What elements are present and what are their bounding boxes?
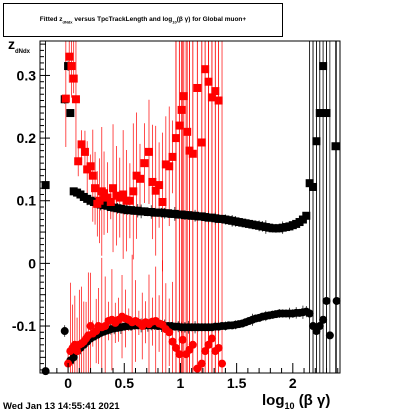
marker-square-2-46 — [204, 77, 213, 86]
marker-circle-3-37 — [175, 350, 184, 359]
marker-circle-1-77 — [319, 315, 328, 324]
x-tick-label: 1 — [177, 375, 185, 391]
chart-title: Fitted zdNdx versus TpcTrackLength and l… — [39, 15, 247, 25]
marker-square-2-16 — [103, 193, 112, 202]
axis-ticks: 0 0.5 1 1.5 2 -0.1 0 0.1 0.2 0.3 — [12, 43, 339, 391]
marker-circle-1-79 — [325, 331, 334, 340]
marker-square-2-47 — [207, 93, 216, 102]
marker-square-2-24 — [129, 187, 138, 196]
marker-square-2-43 — [193, 83, 202, 92]
title-box: Fitted zdNdx versus TpcTrackLength and l… — [3, 3, 283, 37]
marker-circle-3-43 — [197, 359, 206, 368]
marker-circle-3-34 — [165, 328, 174, 337]
marker-circle-1-78 — [322, 296, 331, 305]
marker-circle-3-38 — [178, 335, 187, 344]
marker-circle-3-45 — [204, 340, 213, 349]
y-tick-label: 0.1 — [17, 193, 37, 209]
marker-square-2-7 — [80, 147, 89, 156]
marker-square-0-77 — [315, 109, 324, 118]
marker-square-2-34 — [165, 162, 174, 171]
marker-square-2-44 — [197, 138, 206, 147]
marker-square-2-9 — [86, 162, 95, 171]
marker-circle-1-1 — [60, 327, 69, 336]
marker-circle-1-80 — [332, 296, 341, 305]
marker-square-2-49 — [214, 96, 223, 105]
marker-square-0-80 — [331, 142, 340, 151]
marker-square-2-1 — [65, 52, 74, 61]
marker-square-0-73 — [302, 211, 311, 220]
y-tick-label: 0.2 — [17, 130, 37, 146]
y-tick-label: -0.1 — [12, 318, 36, 334]
marker-square-2-45 — [201, 65, 210, 74]
marker-square-2-42 — [188, 149, 197, 158]
marker-square-0-76 — [312, 137, 321, 146]
marker-square-2-13 — [95, 196, 104, 205]
y-tick-label: 0 — [28, 255, 36, 271]
plot-frame — [39, 40, 341, 374]
marker-square-2-2 — [67, 62, 76, 71]
x-tick-label: 1.5 — [227, 375, 247, 391]
marker-square-2-38 — [177, 105, 186, 114]
marker-square-2-6 — [77, 140, 86, 149]
marker-square-2-36 — [171, 134, 180, 143]
marker-square-2-27 — [140, 159, 149, 168]
marker-square-0-78 — [319, 62, 328, 71]
marker-square-2-21 — [119, 190, 128, 199]
marker-square-0-3 — [66, 109, 75, 118]
y-axis-label: zdNdx — [8, 36, 30, 55]
marker-circle-3-44 — [201, 347, 210, 356]
marker-square-2-15 — [100, 189, 109, 198]
marker-circle-3-41 — [188, 340, 197, 349]
marker-square-2-40 — [183, 127, 192, 136]
marker-square-2-10 — [88, 171, 97, 180]
marker-square-2-32 — [158, 197, 167, 206]
marker-square-2-4 — [71, 95, 80, 104]
marker-square-2-28 — [144, 147, 153, 156]
y-tick-label: 0.3 — [17, 67, 37, 83]
marker-circle-1-76 — [315, 322, 324, 331]
marker-circle-3-48 — [214, 343, 223, 352]
marker-square-0-79 — [322, 109, 331, 118]
marker-circle-3-46 — [207, 334, 216, 343]
marker-square-2-39 — [179, 92, 188, 101]
marker-square-2-23 — [125, 196, 134, 205]
marker-square-2-48 — [211, 87, 220, 96]
marker-circle-3-36 — [171, 343, 180, 352]
marker-square-2-30 — [151, 186, 160, 195]
marker-square-0-75 — [309, 182, 318, 191]
marker-circle-3-49 — [218, 359, 227, 368]
marker-square-2-37 — [175, 121, 184, 130]
x-tick-label: 0.5 — [115, 375, 135, 391]
marker-circle-3-35 — [168, 337, 177, 346]
marker-square-2-3 — [69, 74, 78, 83]
marker-circle-3-4 — [73, 347, 82, 356]
data-markers — [41, 52, 341, 376]
marker-square-2-0 — [61, 94, 70, 103]
x-tick-label: 2 — [289, 375, 297, 391]
marker-circle-1-73 — [305, 309, 314, 318]
marker-square-2-17 — [106, 197, 115, 206]
marker-square-2-5 — [74, 157, 83, 166]
marker-square-2-11 — [91, 184, 100, 193]
x-axis-label: log10 (β γ) — [262, 392, 331, 411]
marker-circle-1-3 — [69, 353, 78, 362]
x-tick-label: 0 — [64, 375, 72, 391]
marker-square-2-29 — [148, 177, 157, 186]
marker-square-2-31 — [155, 181, 164, 190]
marker-square-2-35 — [168, 152, 177, 161]
marker-square-0-0 — [41, 181, 50, 190]
timestamp: Wed Jan 13 14:55:41 2021 — [3, 401, 120, 412]
marker-circle-3-10 — [86, 322, 95, 331]
marker-square-2-18 — [109, 184, 118, 193]
marker-square-2-26 — [136, 174, 144, 183]
